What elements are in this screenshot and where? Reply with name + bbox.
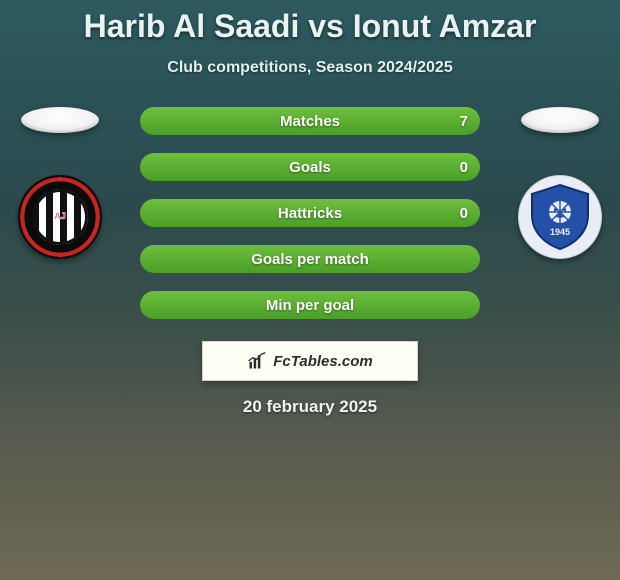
stat-row-goals-per-match: Goals per match: [140, 245, 480, 273]
club-left-mark: AJ: [54, 212, 66, 222]
stat-value-right: 7: [460, 107, 468, 135]
stat-label: Hattricks: [140, 199, 480, 227]
stat-row-min-per-goal: Min per goal: [140, 291, 480, 319]
stat-value-right: 0: [460, 199, 468, 227]
club-right-crest-icon: 1945: [525, 182, 595, 252]
page-subtitle: Club competitions, Season 2024/2025: [0, 59, 620, 77]
page-title: Harib Al Saadi vs Ionut Amzar: [0, 0, 620, 45]
player-right-column: 1945: [510, 107, 610, 259]
player-left-photo-placeholder: [21, 107, 99, 133]
generated-date: 20 february 2025: [0, 397, 620, 417]
comparison-stage: AJ 1945 Matc: [0, 107, 620, 417]
stat-row-matches: Matches 7: [140, 107, 480, 135]
bar-chart-icon: [247, 351, 267, 371]
club-right-year: 1945: [550, 227, 570, 237]
stat-label: Goals per match: [140, 245, 480, 273]
stat-value-right: 0: [460, 153, 468, 181]
stat-row-hattricks: Hattricks 0: [140, 199, 480, 227]
stat-label: Min per goal: [140, 291, 480, 319]
stat-label: Goals: [140, 153, 480, 181]
club-badge-left: AJ: [18, 175, 102, 259]
brand-text: FcTables.com: [273, 353, 372, 370]
stat-row-goals: Goals 0: [140, 153, 480, 181]
stat-rows: Matches 7 Goals 0 Hattricks 0 Goals per …: [140, 107, 480, 319]
player-right-photo-placeholder: [521, 107, 599, 133]
stat-label: Matches: [140, 107, 480, 135]
player-left-column: AJ: [10, 107, 110, 259]
club-badge-right: 1945: [518, 175, 602, 259]
brand-badge: FcTables.com: [202, 341, 418, 381]
